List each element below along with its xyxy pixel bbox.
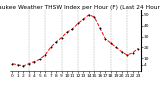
Title: Milwaukee Weather THSW Index per Hour (F) (Last 24 Hours): Milwaukee Weather THSW Index per Hour (F… [0,5,160,10]
